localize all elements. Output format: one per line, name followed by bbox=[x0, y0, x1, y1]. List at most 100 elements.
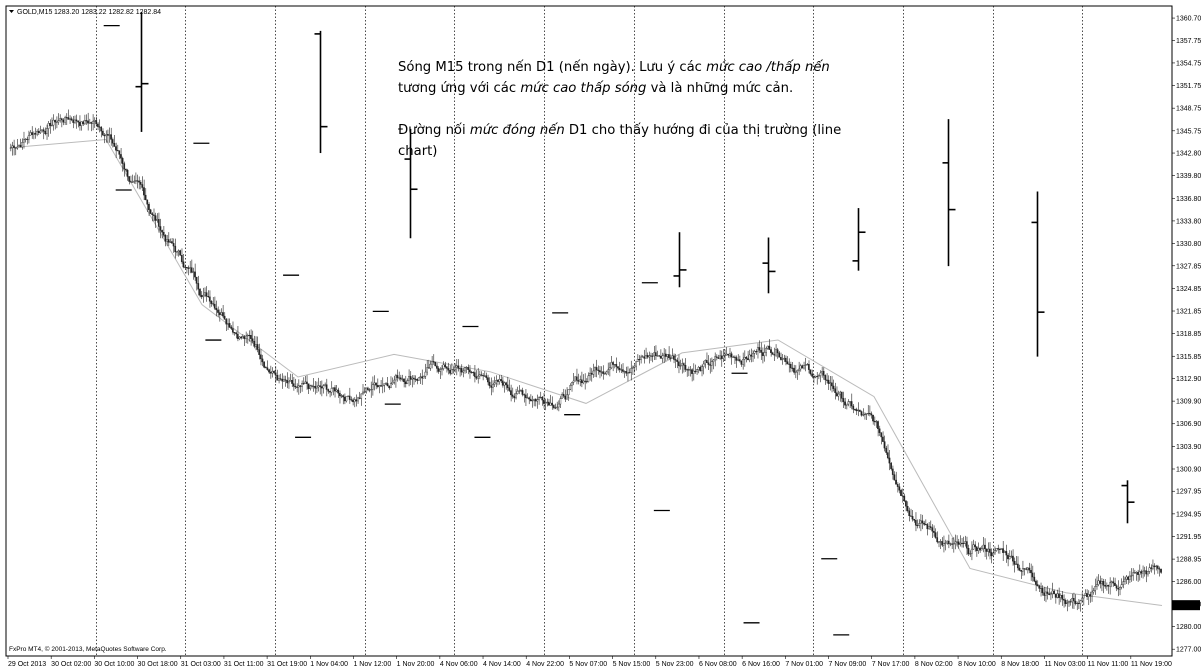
candle bbox=[1056, 589, 1059, 599]
candle-body bbox=[101, 130, 104, 136]
y-tick-label: 1333.80 bbox=[1176, 218, 1201, 225]
candle bbox=[26, 136, 28, 145]
candle-body bbox=[974, 544, 976, 548]
annotation-paragraph-1: Sóng M15 trong nến D1 (nến ngày). Lưu ý … bbox=[398, 57, 868, 99]
candle-body bbox=[964, 541, 967, 544]
candle bbox=[495, 375, 498, 388]
candle bbox=[508, 379, 511, 392]
candle bbox=[437, 366, 440, 374]
candle-body bbox=[1046, 591, 1049, 594]
candle bbox=[934, 528, 937, 539]
dropdown-triangle-icon[interactable] bbox=[9, 10, 14, 13]
candle bbox=[454, 363, 456, 373]
candle bbox=[197, 275, 200, 296]
candle bbox=[13, 139, 15, 156]
candle bbox=[1105, 582, 1108, 591]
candle bbox=[590, 368, 593, 382]
candle bbox=[166, 234, 168, 246]
candle bbox=[389, 376, 392, 389]
x-tick-label: 31 Oct 19:00 bbox=[267, 661, 307, 668]
candle bbox=[850, 393, 853, 410]
candle bbox=[157, 212, 160, 233]
candle bbox=[383, 383, 386, 393]
candle-body bbox=[737, 359, 739, 361]
candle bbox=[898, 483, 901, 494]
candle-body bbox=[164, 235, 167, 242]
candle-body bbox=[389, 383, 392, 389]
candle bbox=[615, 357, 618, 374]
candle bbox=[910, 508, 912, 517]
candle bbox=[431, 355, 433, 369]
candle bbox=[21, 138, 24, 150]
candle-body bbox=[194, 271, 196, 278]
candle-body bbox=[401, 378, 404, 380]
candle bbox=[90, 121, 93, 132]
candle-body bbox=[714, 356, 716, 361]
y-tick-label: 1351.75 bbox=[1176, 83, 1201, 90]
candle-body bbox=[500, 379, 502, 382]
candle bbox=[217, 306, 219, 318]
candle-body bbox=[1053, 590, 1055, 595]
candle bbox=[982, 537, 985, 553]
candle bbox=[1074, 594, 1077, 606]
candle bbox=[519, 389, 522, 392]
candle-body bbox=[701, 366, 703, 372]
y-tick-label: 1280.00 bbox=[1176, 624, 1201, 631]
candle-body bbox=[773, 354, 776, 356]
candle-body bbox=[645, 355, 647, 359]
candle bbox=[80, 121, 83, 131]
candle-body bbox=[258, 349, 261, 355]
candle bbox=[319, 381, 321, 395]
candle-body bbox=[1151, 565, 1154, 569]
candle-body bbox=[136, 180, 139, 182]
candle-body bbox=[760, 350, 762, 353]
candle-body bbox=[870, 413, 873, 416]
candle bbox=[638, 355, 641, 366]
candle bbox=[556, 401, 558, 411]
candle bbox=[1053, 589, 1055, 595]
candle bbox=[208, 290, 211, 308]
candle-body bbox=[569, 385, 572, 390]
candle-body bbox=[1040, 587, 1042, 589]
candle bbox=[566, 387, 568, 400]
candle-body bbox=[491, 384, 494, 388]
candle bbox=[278, 374, 280, 384]
candle bbox=[809, 369, 812, 376]
candle bbox=[552, 404, 555, 410]
candle-body bbox=[1074, 600, 1077, 604]
candle bbox=[327, 388, 330, 394]
candle bbox=[847, 399, 850, 407]
candle-body bbox=[916, 525, 919, 527]
candle-body bbox=[990, 552, 993, 557]
candle-body bbox=[784, 357, 787, 362]
candle-body bbox=[727, 353, 730, 356]
candle-body bbox=[1137, 572, 1139, 575]
candle bbox=[358, 391, 361, 400]
candle bbox=[730, 351, 733, 365]
candle bbox=[561, 392, 563, 399]
candle-body bbox=[457, 365, 460, 369]
candle-body bbox=[880, 432, 883, 438]
candle bbox=[570, 381, 573, 392]
candle-body bbox=[171, 241, 173, 244]
candle bbox=[179, 249, 182, 256]
x-tick-label: 7 Nov 09:00 bbox=[829, 661, 867, 668]
candle bbox=[600, 366, 603, 377]
candle-body bbox=[1087, 594, 1090, 597]
candle bbox=[1040, 582, 1042, 597]
candle-body bbox=[630, 368, 632, 373]
y-tick-label: 1345.75 bbox=[1176, 128, 1201, 135]
candle bbox=[554, 403, 557, 410]
candle-body bbox=[965, 541, 968, 549]
candle-body bbox=[707, 362, 710, 365]
x-tick-label: 11 Nov 11:00 bbox=[1088, 661, 1129, 668]
candle bbox=[261, 354, 264, 367]
candle-body bbox=[626, 372, 629, 374]
candle bbox=[36, 129, 38, 137]
candle bbox=[931, 524, 934, 539]
candle-body bbox=[200, 295, 203, 298]
x-tick-label: 4 Nov 06:00 bbox=[440, 661, 478, 668]
candle bbox=[1016, 556, 1019, 571]
candle-body bbox=[849, 401, 851, 403]
